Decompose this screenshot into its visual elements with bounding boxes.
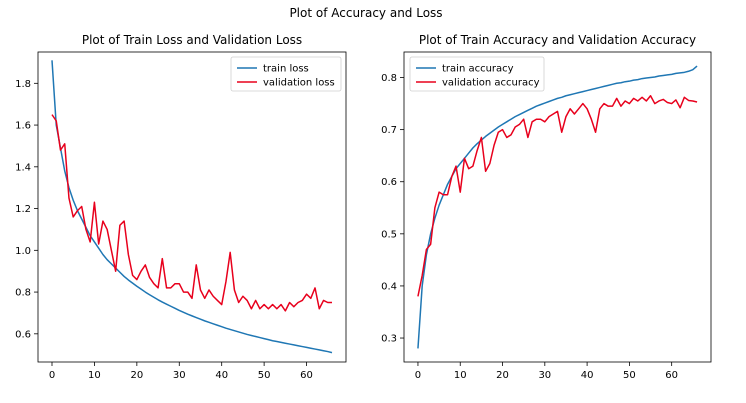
accuracy-x-tick-label: 40 (581, 370, 594, 381)
loss-y-tick-label: 1.0 (15, 246, 31, 257)
loss-legend-box (230, 56, 342, 92)
accuracy-x-tick-label: 10 (454, 370, 467, 381)
accuracy-x-tick-label: 0 (415, 370, 421, 381)
accuracy-chart-legend: train accuracy validation accuracy (409, 56, 545, 92)
accuracy-y-tick-label: 0.5 (381, 229, 397, 240)
loss-x-tick-label: 50 (258, 370, 271, 381)
loss-x-tick-label: 40 (215, 370, 228, 381)
loss-y-tick-label: 0.8 (15, 288, 31, 299)
loss-y-tick-label: 1.4 (15, 162, 31, 173)
accuracy-legend-label: train accuracy (442, 64, 514, 75)
loss-chart-title: Plot of Train Loss and Validation Loss (82, 33, 302, 47)
loss-chart-legend: train loss validation loss (230, 56, 342, 92)
accuracy-y-tick-label: 0.7 (381, 125, 397, 136)
accuracy-chart-y-ticks: 0.3 0.4 0.5 0.6 0.7 0.8 (381, 73, 404, 345)
accuracy-y-tick-label: 0.8 (381, 73, 397, 84)
accuracy-legend-label: validation accuracy (442, 78, 540, 89)
accuracy-legend-box (409, 56, 545, 92)
accuracy-y-tick-label: 0.4 (381, 281, 397, 292)
loss-chart-lines (51, 60, 333, 354)
accuracy-chart-title: Plot of Train Accuracy and Validation Ac… (419, 33, 696, 47)
accuracy-y-tick-label: 0.3 (381, 334, 397, 345)
loss-legend-label: train loss (263, 64, 309, 75)
loss-x-tick-label: 30 (173, 370, 186, 381)
loss-y-tick-label: 1.8 (15, 79, 31, 90)
loss-y-tick-label: 1.2 (15, 204, 31, 215)
accuracy-series-line-validation (417, 95, 698, 297)
loss-chart-y-ticks: 0.6 0.8 1.0 1.2 1.4 1.6 1.8 (15, 79, 38, 340)
loss-y-tick-label: 1.6 (15, 121, 31, 132)
accuracy-chart: Plot of Train Accuracy and Validation Ac… (381, 33, 712, 381)
accuracy-x-tick-label: 20 (496, 370, 509, 381)
accuracy-x-tick-label: 50 (623, 370, 636, 381)
loss-chart-x-ticks: 0 10 20 30 40 50 60 (49, 362, 313, 381)
accuracy-x-tick-label: 30 (538, 370, 551, 381)
loss-x-tick-label: 10 (88, 370, 101, 381)
accuracy-y-tick-label: 0.6 (381, 177, 397, 188)
loss-series-line-train (51, 60, 333, 354)
accuracy-chart-lines (417, 65, 698, 349)
loss-x-tick-label: 0 (49, 370, 55, 381)
loss-series-line-validation (51, 114, 332, 312)
accuracy-chart-frame (403, 51, 712, 363)
loss-chart: Plot of Train Loss and Validation Loss 0… (15, 33, 347, 381)
loss-y-tick-label: 0.6 (15, 329, 31, 340)
accuracy-x-tick-label: 60 (665, 370, 678, 381)
loss-x-tick-label: 20 (130, 370, 143, 381)
accuracy-chart-x-ticks: 0 10 20 30 40 50 60 (415, 362, 678, 381)
figure-suptitle: Plot of Accuracy and Loss (289, 6, 442, 20)
loss-legend-label: validation loss (263, 78, 335, 89)
loss-x-tick-label: 60 (300, 370, 313, 381)
loss-chart-frame (37, 51, 347, 363)
